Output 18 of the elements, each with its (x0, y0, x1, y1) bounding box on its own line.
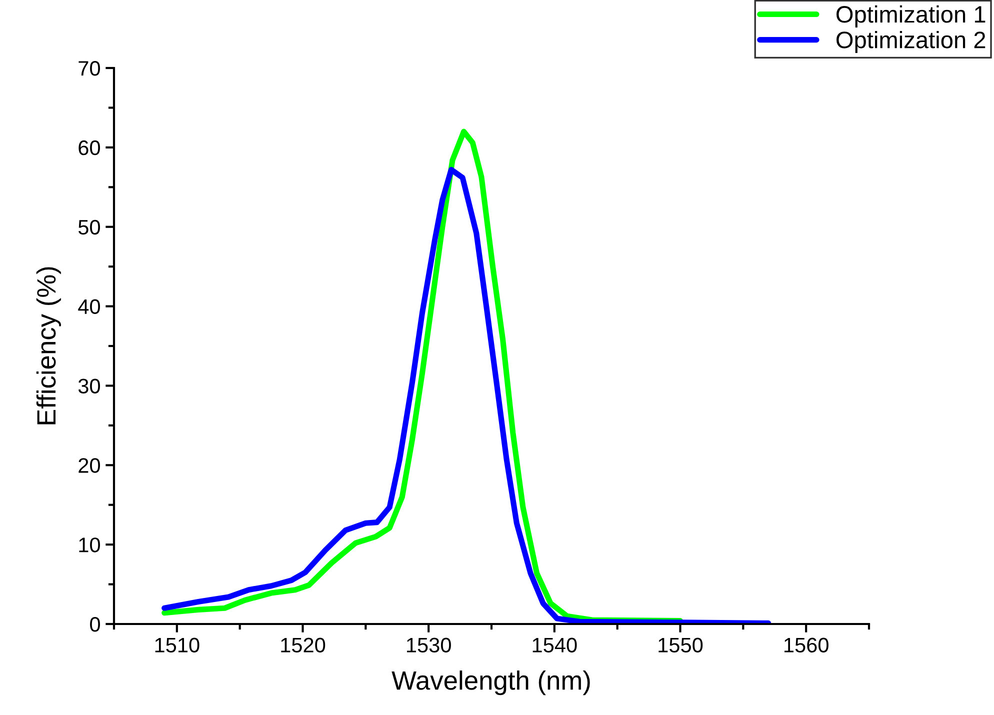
y-tick-label: 60 (78, 140, 100, 156)
x-axis-title: Wavelength (nm) (392, 670, 590, 696)
legend-label: Optimization 2 (836, 30, 986, 53)
legend-label: Optimization 1 (836, 5, 986, 28)
y-tick-label: 20 (78, 458, 100, 473)
y-axis-title: Efficiency (%) (36, 267, 61, 424)
y-tick-label: 50 (78, 220, 100, 235)
y-tick-label: 30 (78, 378, 100, 394)
y-tick-label: 10 (79, 538, 100, 552)
x-tick-label: 1540 (532, 638, 577, 652)
x-tick-label: 1510 (155, 638, 200, 652)
x-tick-label: 1520 (281, 638, 326, 652)
y-tick-label: 70 (78, 61, 100, 76)
x-tick-label: 1530 (407, 638, 451, 652)
y-tick-label: 0 (90, 617, 100, 632)
x-tick-label: 1560 (784, 638, 828, 652)
y-tick-label: 40 (78, 299, 100, 314)
x-tick-label: 1550 (658, 638, 703, 652)
